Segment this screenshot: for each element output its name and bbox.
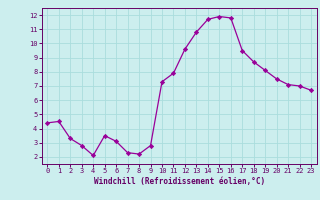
X-axis label: Windchill (Refroidissement éolien,°C): Windchill (Refroidissement éolien,°C) [94, 177, 265, 186]
